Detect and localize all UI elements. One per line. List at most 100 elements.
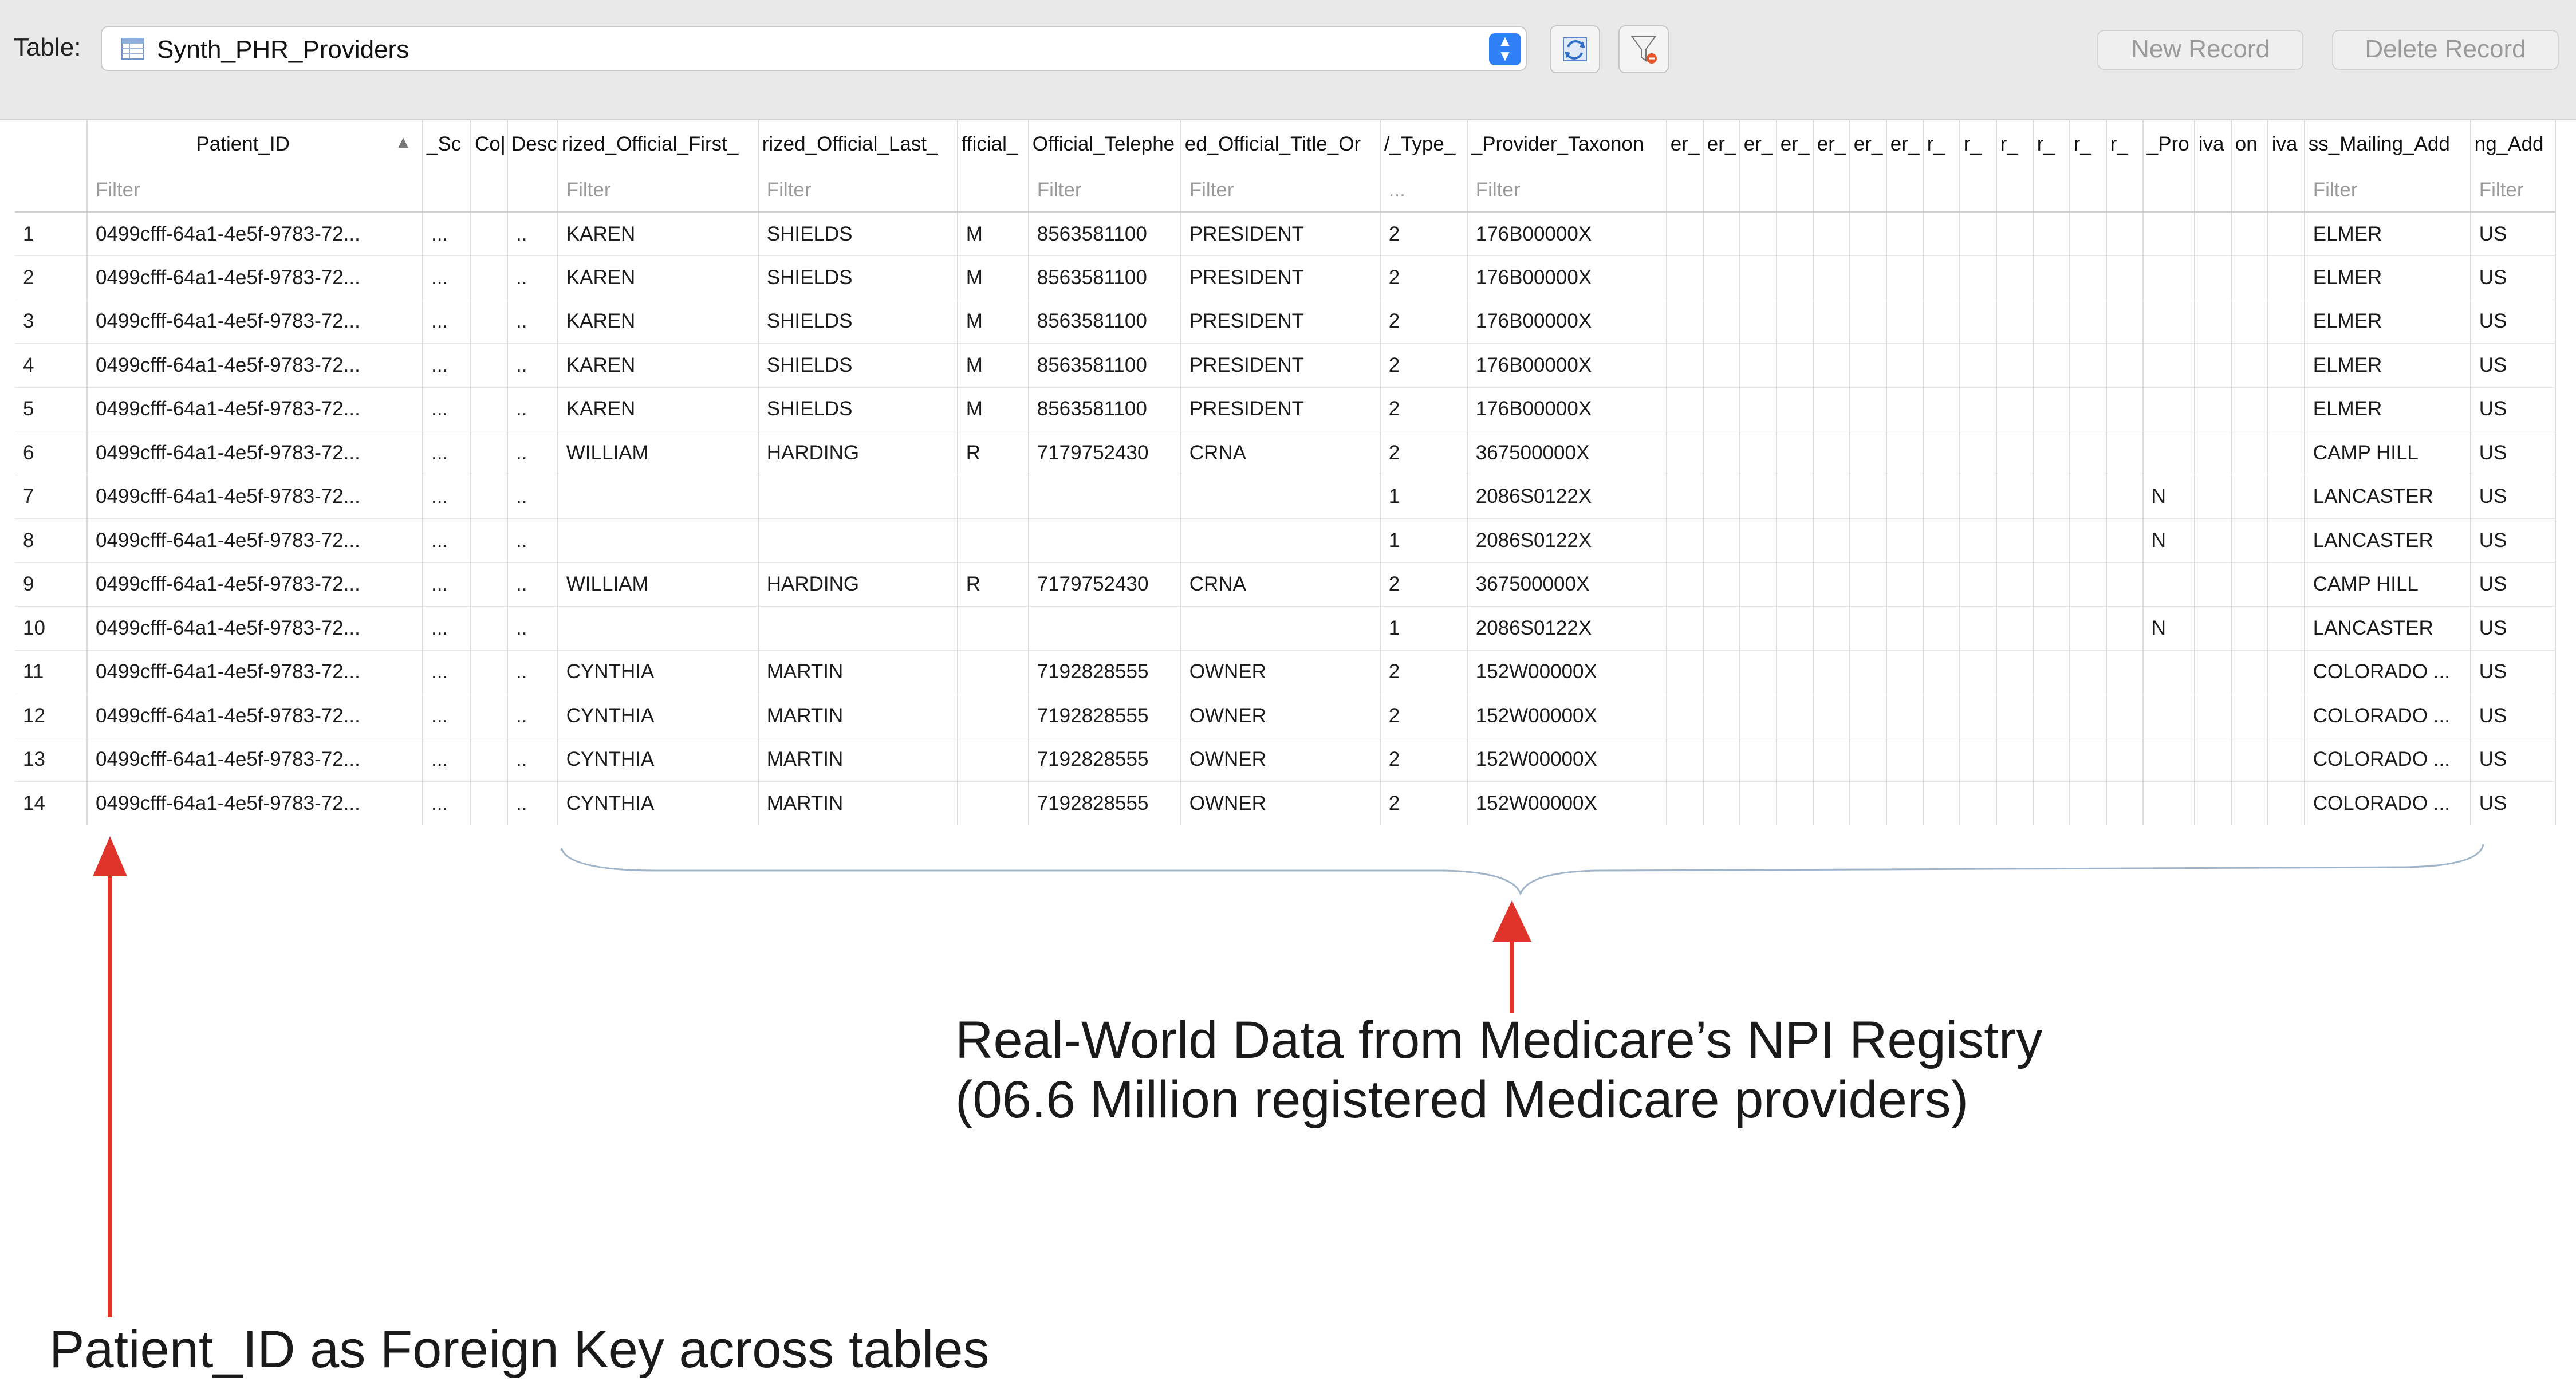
column-filter-input[interactable]: Filter — [87, 168, 423, 213]
table-row[interactable]: 3 0499cfff-64a1-4e5f-9783-72........ KAREN… — [15, 300, 2556, 344]
table-row[interactable]: 12 0499cfff-64a1-4e5f-9783-72........ CYNT… — [15, 694, 2556, 738]
table-cell[interactable] — [1028, 518, 1181, 563]
column-header[interactable]: r_ — [2033, 120, 2070, 168]
table-cell[interactable] — [2069, 562, 2107, 607]
table-cell[interactable]: M — [957, 387, 1029, 431]
column-filter-input[interactable] — [1776, 168, 1814, 213]
table-cell[interactable] — [1886, 212, 1924, 256]
table-cell[interactable] — [2069, 387, 2107, 431]
table-cell[interactable]: ... — [423, 562, 471, 607]
table-cell[interactable] — [1739, 212, 1777, 256]
table-cell[interactable]: US — [2470, 300, 2556, 344]
table-cell[interactable] — [2142, 255, 2195, 300]
table-cell[interactable] — [2106, 343, 2144, 388]
table-cell[interactable] — [1180, 475, 1381, 519]
table-cell[interactable]: CRNA — [1180, 562, 1381, 607]
table-cell[interactable] — [1923, 650, 1960, 694]
column-filter-input[interactable]: Filter — [1180, 168, 1381, 213]
table-cell[interactable] — [2267, 475, 2305, 519]
table-cell[interactable]: 2 — [1380, 255, 1468, 300]
table-cell[interactable] — [1028, 606, 1181, 651]
table-cell[interactable] — [1739, 300, 1777, 344]
table-cell[interactable] — [471, 781, 508, 825]
table-cell[interactable] — [2033, 431, 2070, 475]
table-cell[interactable]: CYNTHIA — [557, 781, 759, 825]
table-cell[interactable] — [1923, 431, 1960, 475]
table-cell[interactable]: 0499cfff-64a1-4e5f-9783-72... — [87, 562, 423, 607]
table-cell[interactable] — [2231, 694, 2268, 738]
table-cell[interactable]: ... — [423, 387, 471, 431]
table-cell[interactable] — [2194, 255, 2232, 300]
table-cell[interactable]: PRESIDENT — [1180, 387, 1381, 431]
column-header[interactable]: r_ — [2106, 120, 2144, 168]
table-cell[interactable] — [2231, 431, 2268, 475]
table-cell[interactable] — [2267, 781, 2305, 825]
table-cell[interactable] — [1739, 387, 1777, 431]
table-cell[interactable]: ... — [423, 606, 471, 651]
column-header[interactable]: _Pro — [2142, 120, 2195, 168]
table-cell[interactable]: OWNER — [1180, 738, 1381, 782]
clear-filter-button[interactable] — [1618, 25, 1669, 73]
table-cell[interactable] — [1703, 562, 1740, 607]
table-cell[interactable] — [2033, 518, 2070, 563]
table-cell[interactable]: US — [2470, 694, 2556, 738]
column-filter-input[interactable]: Filter — [1028, 168, 1181, 213]
table-cell[interactable]: 176B00000X — [1467, 387, 1667, 431]
table-cell[interactable] — [1813, 738, 1850, 782]
table-cell[interactable] — [1886, 694, 1924, 738]
column-filter-input[interactable] — [2069, 168, 2107, 213]
table-cell[interactable]: 0499cfff-64a1-4e5f-9783-72... — [87, 650, 423, 694]
table-cell[interactable] — [1739, 694, 1777, 738]
table-cell[interactable] — [1666, 781, 1704, 825]
table-row[interactable]: 5 0499cfff-64a1-4e5f-9783-72........ KAREN… — [15, 387, 2556, 431]
table-cell[interactable] — [1739, 343, 1777, 388]
table-cell[interactable] — [2231, 650, 2268, 694]
column-filter-input[interactable] — [1886, 168, 1924, 213]
table-cell[interactable]: .. — [507, 387, 558, 431]
table-cell[interactable]: 0499cfff-64a1-4e5f-9783-72... — [87, 343, 423, 388]
column-filter-input[interactable] — [2106, 168, 2144, 213]
table-cell[interactable]: 1 — [1380, 475, 1468, 519]
table-cell[interactable] — [1849, 300, 1887, 344]
table-cell[interactable]: 2 — [1380, 694, 1468, 738]
column-filter-input[interactable] — [1923, 168, 1960, 213]
table-cell[interactable] — [1849, 387, 1887, 431]
table-cell[interactable]: .. — [507, 343, 558, 388]
table-cell[interactable] — [1959, 475, 1997, 519]
table-cell[interactable] — [1180, 606, 1381, 651]
table-cell[interactable] — [471, 212, 508, 256]
table-cell[interactable] — [2106, 300, 2144, 344]
table-cell[interactable]: 2 — [1380, 738, 1468, 782]
table-cell[interactable] — [1813, 431, 1850, 475]
table-cell[interactable] — [2033, 606, 2070, 651]
table-row[interactable]: 11 0499cfff-64a1-4e5f-9783-72........ CYNT… — [15, 650, 2556, 694]
table-cell[interactable]: PRESIDENT — [1180, 255, 1381, 300]
table-cell[interactable] — [2267, 300, 2305, 344]
table-cell[interactable] — [2142, 738, 2195, 782]
table-cell[interactable] — [2033, 738, 2070, 782]
table-cell[interactable] — [1849, 475, 1887, 519]
table-cell[interactable] — [2106, 694, 2144, 738]
table-cell[interactable] — [471, 255, 508, 300]
column-filter-input[interactable]: Filter — [557, 168, 759, 213]
table-cell[interactable]: LANCASTER — [2304, 475, 2471, 519]
table-row[interactable]: 13 0499cfff-64a1-4e5f-9783-72........ CYNT… — [15, 738, 2556, 782]
table-cell[interactable] — [2231, 781, 2268, 825]
table-cell[interactable]: 176B00000X — [1467, 343, 1667, 388]
table-cell[interactable] — [957, 606, 1029, 651]
table-cell[interactable] — [471, 606, 508, 651]
table-cell[interactable] — [2142, 300, 2195, 344]
table-cell[interactable] — [1776, 300, 1814, 344]
table-cell[interactable] — [1959, 387, 1997, 431]
table-cell[interactable] — [1923, 387, 1960, 431]
table-cell[interactable]: SHIELDS — [758, 387, 958, 431]
column-filter-input[interactable]: ... — [1380, 168, 1468, 213]
table-cell[interactable] — [2069, 650, 2107, 694]
table-cell[interactable] — [1776, 781, 1814, 825]
table-cell[interactable] — [1703, 606, 1740, 651]
table-cell[interactable] — [2231, 606, 2268, 651]
table-cell[interactable]: 8563581100 — [1028, 387, 1181, 431]
table-cell[interactable] — [2267, 212, 2305, 256]
table-cell[interactable] — [1666, 694, 1704, 738]
table-cell[interactable] — [2106, 738, 2144, 782]
